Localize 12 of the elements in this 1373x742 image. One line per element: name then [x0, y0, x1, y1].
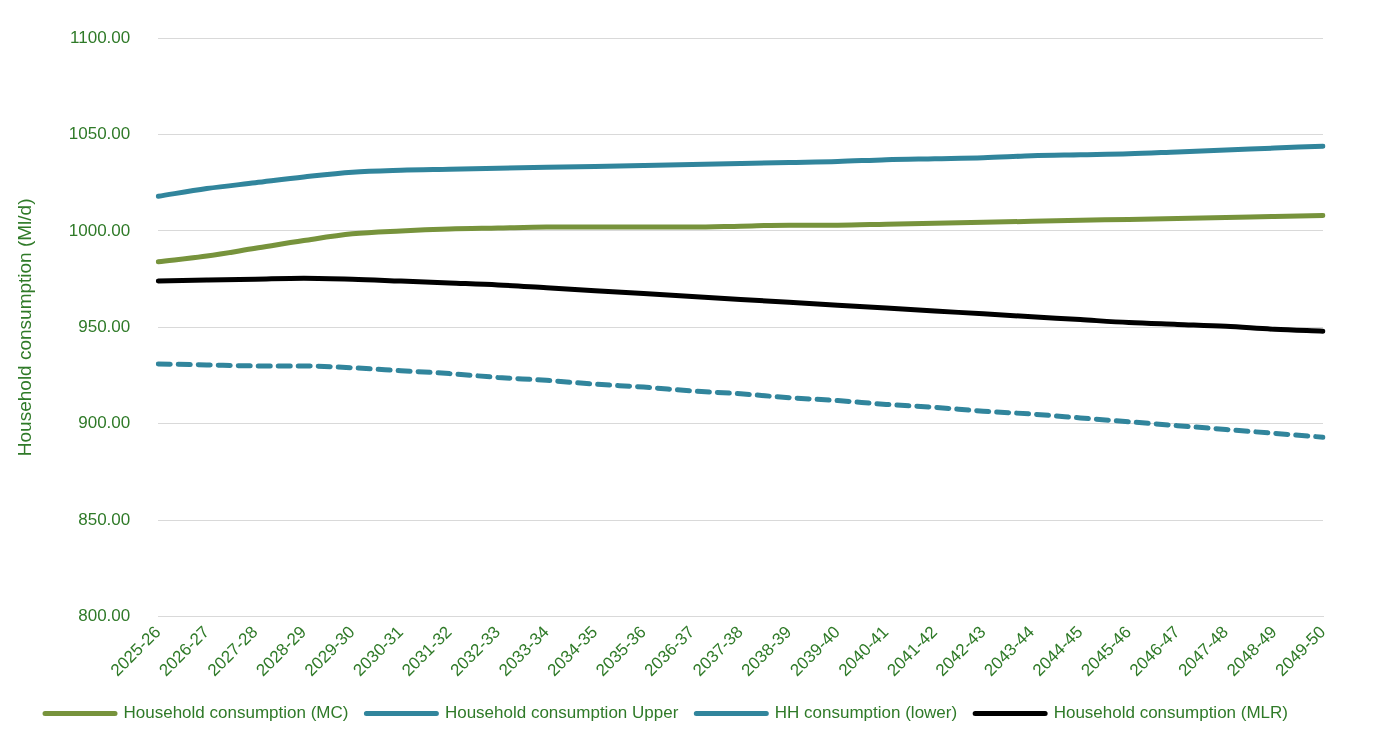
y-tick-label: 900.00 — [78, 413, 131, 433]
y-tick-label: 850.00 — [78, 509, 131, 529]
y-tick-label: 800.00 — [78, 606, 131, 626]
legend-label: Household consumption (MC) — [123, 703, 349, 723]
y-tick-label: 1100.00 — [70, 27, 131, 47]
legend-label: Household consumption (MLR) — [1053, 703, 1288, 723]
y-tick-label: 950.00 — [78, 317, 131, 337]
y-tick-label: 1050.00 — [68, 124, 131, 144]
legend-label: Household consumption Upper — [444, 703, 679, 723]
y-tick-label: 1000.00 — [68, 220, 131, 240]
legend-label: HH consumption (lower) — [774, 703, 958, 723]
y-axis-title: Household consumption (Ml/d) — [13, 198, 35, 457]
